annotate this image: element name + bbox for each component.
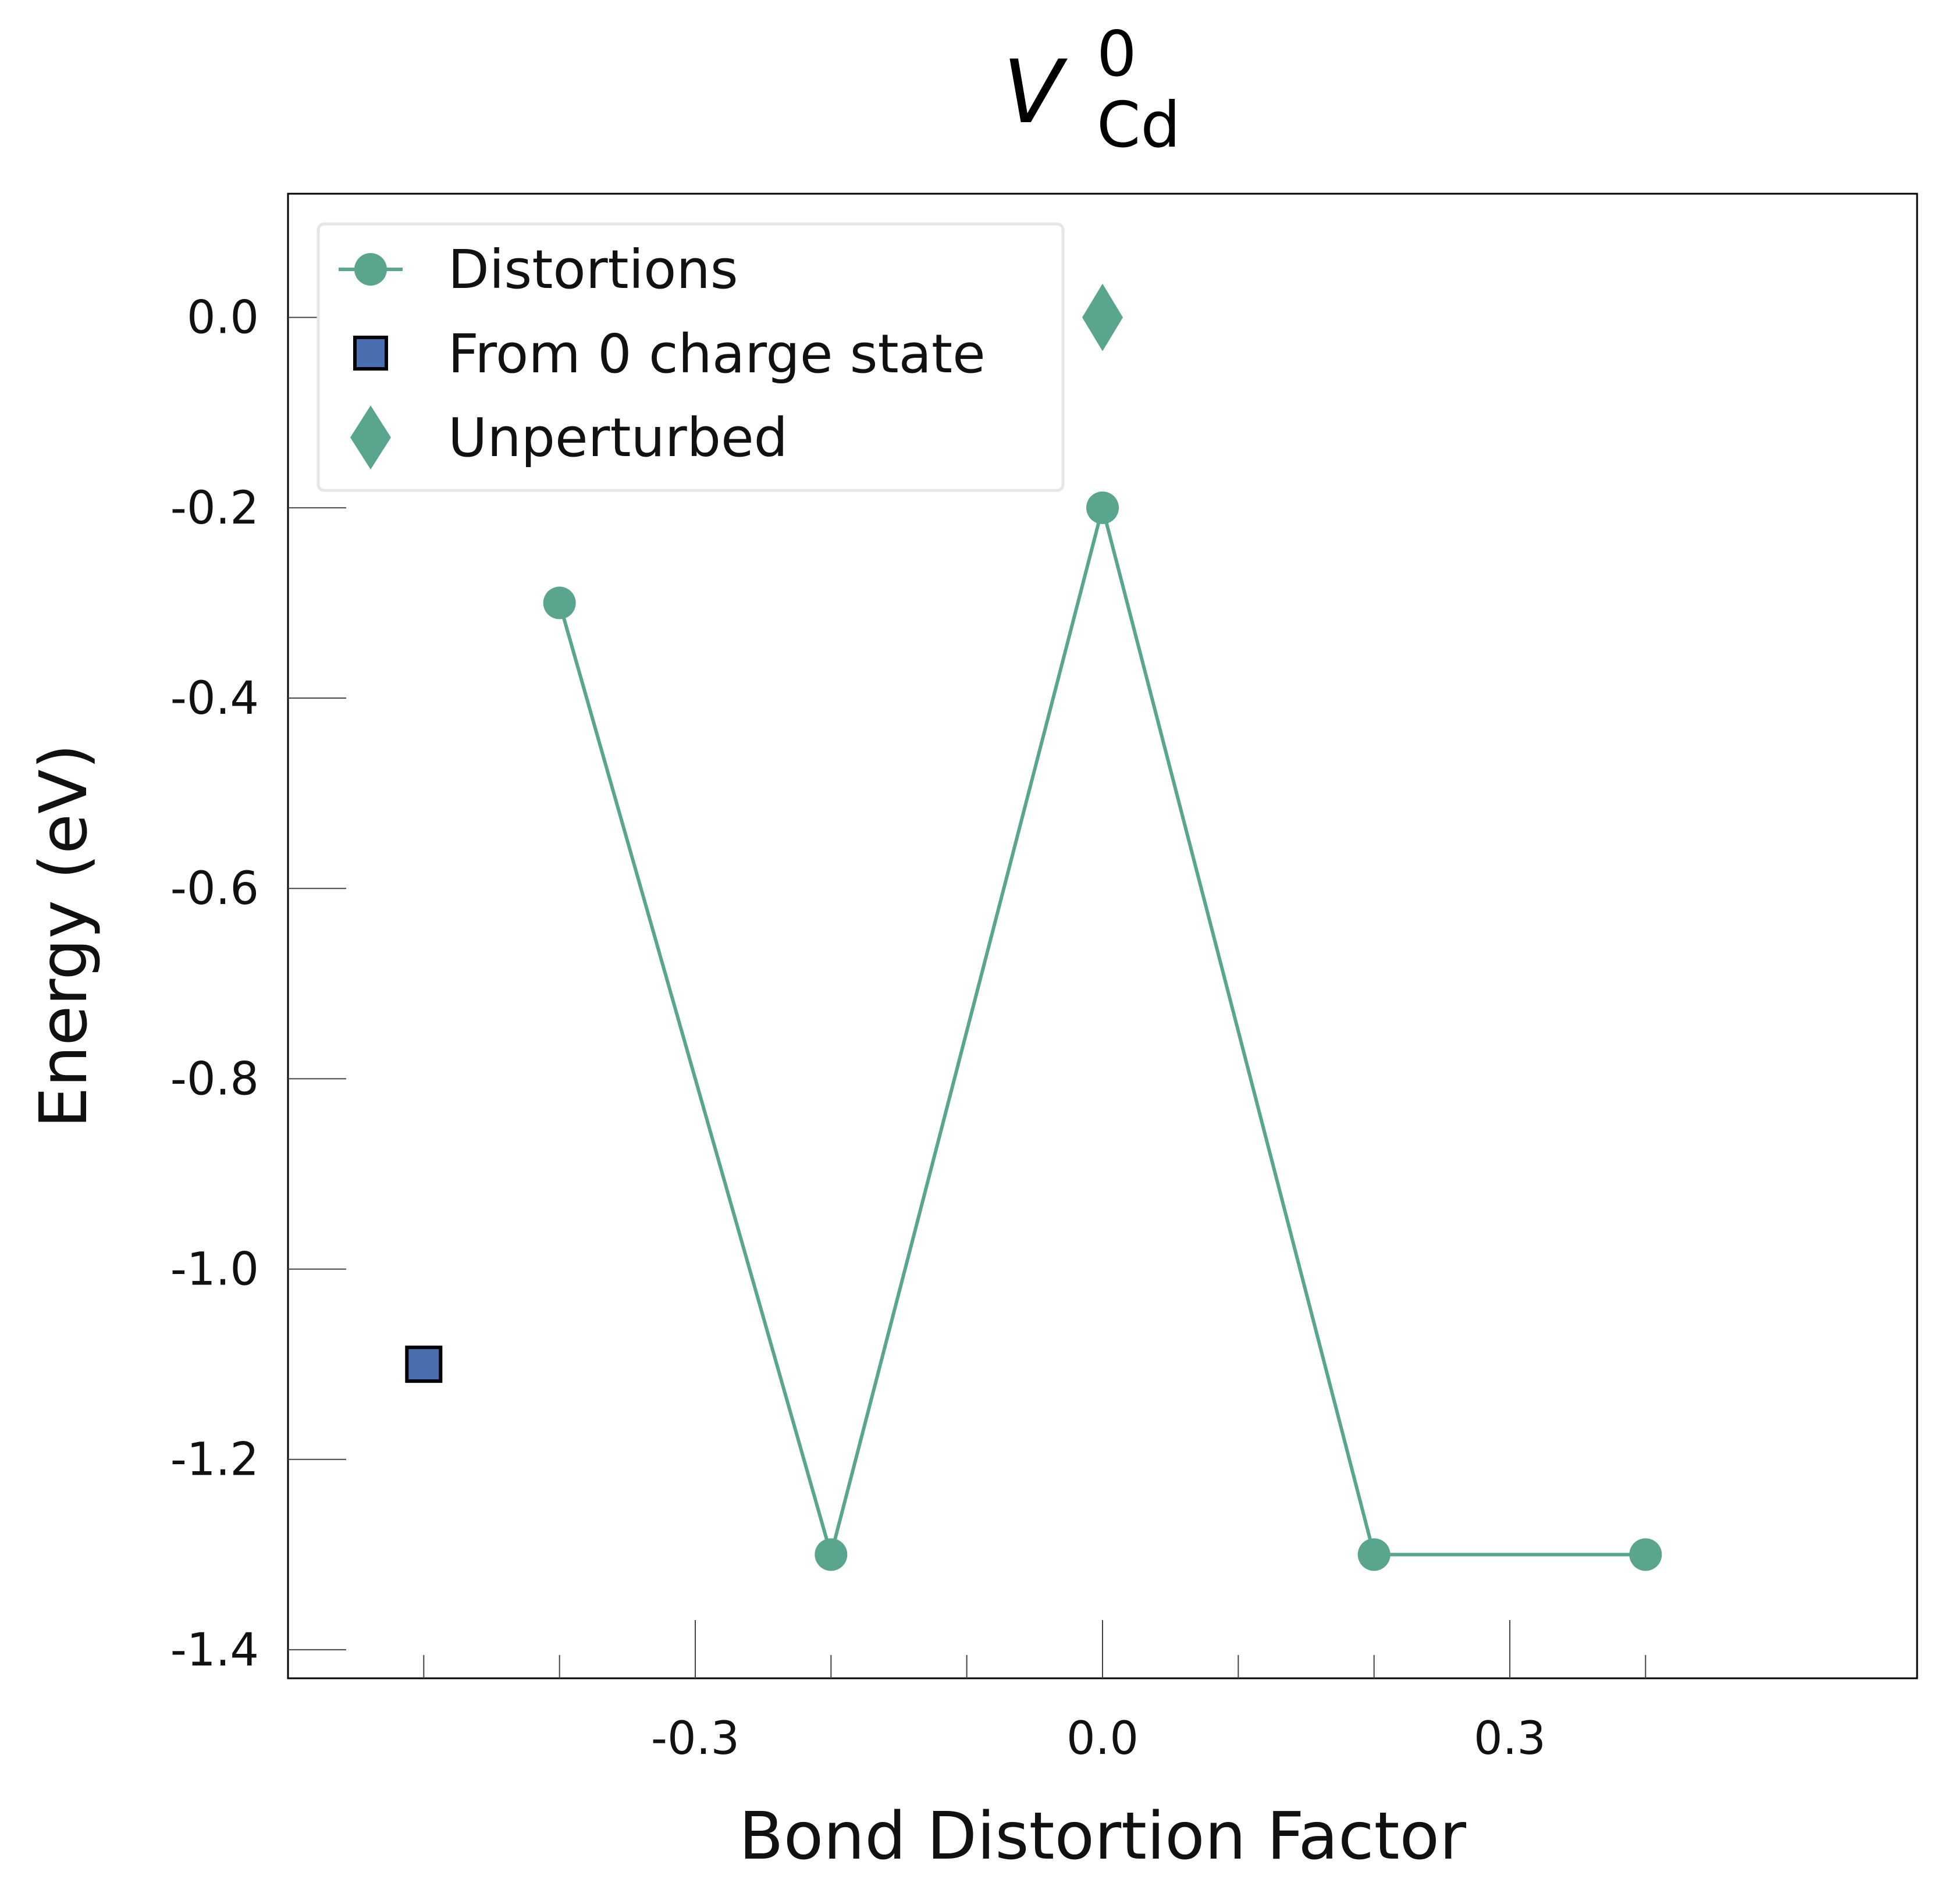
distortion-point bbox=[815, 1538, 848, 1571]
x-tick-label: 0.0 bbox=[1066, 1713, 1139, 1765]
series-layer bbox=[405, 283, 1662, 1571]
legend-label-distortions: Distortions bbox=[448, 239, 738, 301]
title-symbol: V bbox=[1003, 42, 1068, 143]
legend-square-icon bbox=[353, 336, 388, 371]
y-axis-ticks: 0.0 -0.2 -0.4 -0.6 -0.8 -1.0 -1.2 -1.4 bbox=[170, 292, 346, 1677]
distortion-point bbox=[1629, 1538, 1662, 1571]
distortions-line bbox=[557, 500, 1646, 1561]
legend-diamond-icon bbox=[350, 405, 391, 469]
y-tick-label: -1.2 bbox=[170, 1434, 259, 1486]
legend-entry-from-charge-state: From 0 charge state bbox=[353, 323, 986, 385]
y-tick-label: -1.4 bbox=[170, 1624, 259, 1677]
distortion-point bbox=[1357, 1538, 1391, 1571]
x-tick-label: -0.3 bbox=[651, 1713, 739, 1765]
title-subscript: Cd bbox=[1097, 89, 1180, 162]
y-tick-label: -1.0 bbox=[170, 1244, 259, 1296]
distortion-point bbox=[1086, 491, 1119, 524]
unperturbed-point bbox=[1082, 283, 1123, 351]
y-tick-label: -0.6 bbox=[170, 863, 259, 915]
legend-label-from-charge-state: From 0 charge state bbox=[448, 323, 986, 385]
y-tick-label: -0.4 bbox=[170, 672, 259, 725]
legend-box bbox=[317, 222, 1065, 492]
distortion-point bbox=[543, 586, 576, 620]
y-tick-label: -0.2 bbox=[170, 482, 259, 535]
y-tick-label: 0.0 bbox=[187, 292, 259, 344]
x-axis-label: Bond Distortion Factor bbox=[739, 1799, 1467, 1874]
y-tick-label: -0.8 bbox=[170, 1053, 259, 1105]
charge-state-point bbox=[405, 1346, 443, 1383]
chart-title: V 0 Cd bbox=[1003, 18, 1180, 162]
x-tick-label: 0.3 bbox=[1474, 1713, 1546, 1765]
y-axis-label: Energy (eV) bbox=[26, 744, 102, 1129]
legend-entry-unperturbed: Unperturbed bbox=[350, 405, 788, 469]
legend-circle-icon bbox=[354, 253, 387, 286]
title-superscript: 0 bbox=[1097, 18, 1137, 91]
legend-label-unperturbed: Unperturbed bbox=[448, 407, 788, 469]
legend: Distortions From 0 charge state Unpertur… bbox=[317, 222, 1065, 492]
x-axis-ticks: -0.3 0.0 0.3 bbox=[423, 1620, 1647, 1765]
legend-entry-distortions: Distortions bbox=[339, 239, 738, 301]
